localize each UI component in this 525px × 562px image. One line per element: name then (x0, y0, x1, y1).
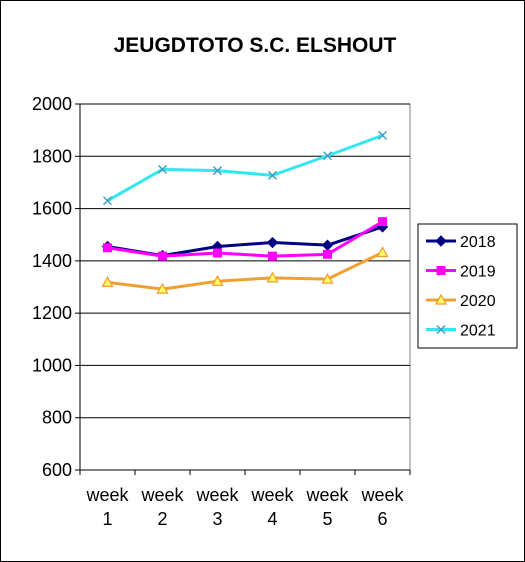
data-point-2020 (321, 272, 334, 284)
data-point-2019 (103, 243, 112, 253)
x-tick-label-line: 6 (377, 509, 387, 529)
plot-area: 600 800 1000 1200 1400 1600 1800 2000 week 1 week 2… (32, 94, 411, 529)
data-point-2019 (323, 249, 332, 259)
legend-label: 2020 (460, 293, 496, 310)
y-tick-label: 2000 (32, 94, 72, 114)
x-tick-label: week 6 (360, 485, 404, 529)
legend: 2018 2019 2020 2021 (417, 223, 518, 349)
x-tick-label: week 3 (195, 485, 239, 529)
data-point-2019 (158, 251, 167, 261)
x-tick-label: week 4 (250, 485, 294, 529)
legend-item-2018: 2018 (426, 234, 496, 251)
legend-marker (436, 324, 446, 335)
legend-marker (436, 266, 446, 275)
y-tick-label: 1000 (32, 355, 72, 375)
data-point-2021 (267, 170, 278, 180)
legend-item-2020: 2020 (426, 293, 496, 310)
data-point-2021 (102, 196, 113, 206)
legend-label: 2021 (460, 323, 496, 340)
y-tick-label: 1600 (32, 199, 72, 219)
x-tick-label-line: 2 (157, 509, 167, 529)
x-tick-label-line: week (140, 485, 184, 505)
x-tick-label-line: 4 (267, 509, 277, 529)
series-line-2020 (107, 251, 384, 291)
plot-area-frame (79, 103, 411, 471)
y-tick-label: 1200 (32, 303, 72, 323)
x-tick-label-line: 1 (102, 509, 112, 529)
legend-marker (435, 235, 447, 247)
data-point-2018 (266, 236, 279, 249)
x-tick-label-line: week (195, 485, 239, 505)
data-point-2021 (322, 151, 333, 161)
y-tick-label: 800 (42, 408, 72, 428)
chart-title: JEUGDTOTO S.C. ELSHOUT (114, 34, 397, 57)
data-point-2019 (268, 251, 277, 261)
x-tick-label-line: week (360, 485, 404, 505)
legend-label: 2019 (460, 264, 496, 281)
data-point-2020 (101, 275, 114, 287)
x-tick-label: week 5 (305, 485, 349, 529)
data-point-2021 (212, 166, 223, 176)
data-point-2021 (157, 164, 168, 174)
x-tick-label-line: 5 (322, 509, 332, 529)
y-tick-label: 600 (42, 460, 72, 480)
data-point-2019 (213, 248, 222, 258)
legend-box (417, 223, 518, 349)
y-tick-label: 1800 (32, 146, 72, 166)
legend-item-2021: 2021 (426, 323, 496, 340)
data-point-2019 (378, 217, 387, 227)
legend-label: 2018 (460, 234, 496, 251)
x-tick-label: week 2 (140, 485, 184, 529)
y-tick-label: 1400 (32, 251, 72, 271)
data-point-2020 (376, 246, 389, 258)
x-tick-label: week 1 (85, 485, 129, 529)
x-tick-label-line: week (305, 485, 349, 505)
x-tick-label-line: 3 (212, 509, 222, 529)
x-tick-label-line: week (250, 485, 294, 505)
data-point-2020 (211, 274, 224, 286)
series-line-2019 (107, 220, 384, 258)
data-point-2020 (156, 282, 169, 294)
data-point-2020 (266, 271, 279, 283)
data-point-2021 (377, 130, 388, 140)
series-line-2021 (106, 133, 384, 203)
x-tick-label-line: week (85, 485, 129, 505)
legend-marker (434, 293, 448, 305)
legend-item-2019: 2019 (426, 264, 496, 281)
